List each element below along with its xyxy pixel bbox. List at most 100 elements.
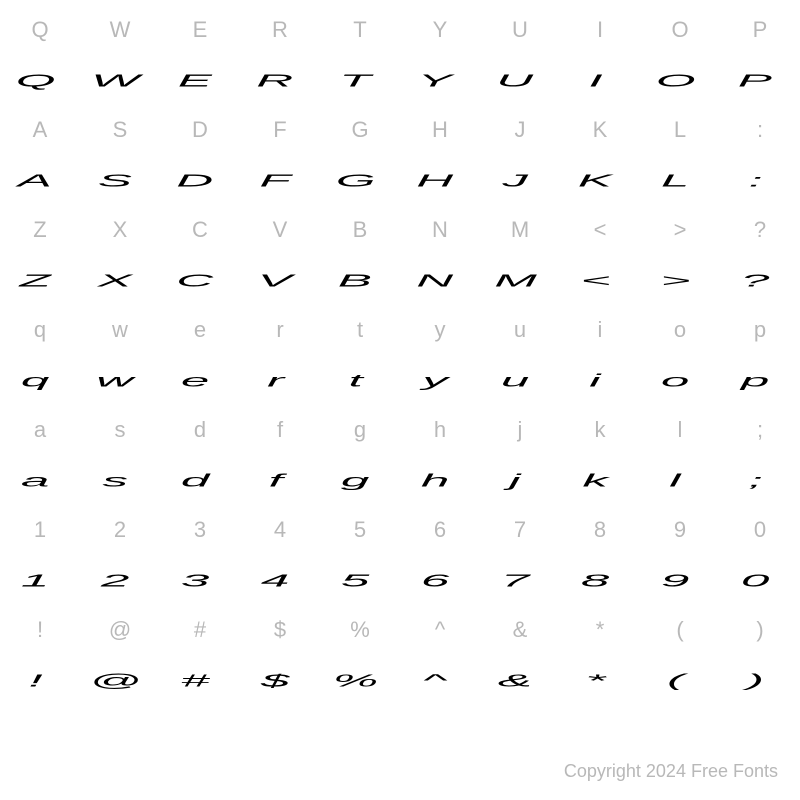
glyph-cell: E [160,62,240,99]
label-row: ZXCVBNM<>? [0,210,800,250]
glyph-char: O [655,70,704,90]
label-char: R [272,17,288,43]
label-cell: g [320,417,400,443]
glyph-cell: > [640,262,720,299]
label-cell: w [80,317,160,343]
glyph-char: H [417,170,464,190]
glyph-cell: p [720,362,800,399]
label-char: f [277,417,283,443]
glyph-cell: : [720,162,800,199]
glyph-char: E [178,70,222,90]
label-cell: o [640,317,720,343]
label-cell: d [160,417,240,443]
label-cell: 6 [400,517,480,543]
glyph-cell: H [400,162,480,199]
label-cell: $ [240,617,320,643]
label-cell: A [0,117,80,143]
glyph-cell: 1 [0,562,80,599]
label-cell: # [160,617,240,643]
glyph-cell: & [480,662,560,699]
label-cell: Y [400,17,480,43]
label-cell: ; [720,417,800,443]
label-char: 7 [514,517,526,543]
glyph-char: d [181,470,219,490]
label-cell: @ [80,617,160,643]
glyph-cell: r [240,362,320,399]
glyph-char: B [338,270,382,290]
label-char: M [511,217,529,243]
label-char: t [357,317,363,343]
glyph-cell: 3 [160,562,240,599]
glyph-char: 7 [501,570,539,590]
label-cell: ^ [400,617,480,643]
glyph-cell: L [640,162,720,199]
label-char: 2 [114,517,126,543]
glyph-cell: * [560,662,640,699]
label-cell: ( [640,617,720,643]
label-char: ( [676,617,683,643]
glyph-cell: D [160,162,240,199]
label-char: l [678,417,683,443]
glyph-char: M [494,270,546,290]
glyph-char: 8 [581,570,619,590]
label-char: y [435,317,446,343]
label-char: ^ [435,617,445,643]
label-cell: 4 [240,517,320,543]
glyph-char: U [497,70,544,90]
glyph-cell: a [0,462,80,499]
glyph-cell: F [240,162,320,199]
label-row: ASDFGHJKL: [0,110,800,150]
label-cell: 0 [720,517,800,543]
glyph-cell: N [400,262,480,299]
label-cell: M [480,217,560,243]
glyph-char: y [422,370,457,390]
glyph-cell: C [160,262,240,299]
glyph-cell: ^ [400,662,480,699]
label-char: h [434,417,446,443]
glyph-char: Y [418,70,462,90]
label-cell: Z [0,217,80,243]
glyph-cell: G [320,162,400,199]
glyph-char: F [260,170,301,190]
label-char: u [514,317,526,343]
glyph-char: j [510,470,531,490]
label-cell: W [80,17,160,43]
label-row: QWERTYUIOP [0,10,800,50]
glyph-char: t [348,370,372,390]
label-char: # [194,617,206,643]
label-cell: U [480,17,560,43]
glyph-cell: Q [0,62,80,99]
glyph-char: 3 [181,570,219,590]
glyph-char: : [748,170,772,190]
label-cell: % [320,617,400,643]
label-char: > [674,217,687,243]
label-cell: e [160,317,240,343]
glyph-cell: ! [0,662,80,699]
glyph-cell: 5 [320,562,400,599]
glyph-cell: i [560,362,640,399]
label-cell: J [480,117,560,143]
label-cell: ? [720,217,800,243]
glyph-row: ZXCVBNM<>? [0,250,800,310]
glyph-cell: s [80,462,160,499]
label-cell: F [240,117,320,143]
glyph-row: qwertyuiop [0,350,800,410]
glyph-cell: K [560,162,640,199]
glyph-char: A [18,170,62,190]
label-char: N [432,217,448,243]
label-row: 1234567890 [0,510,800,550]
label-cell: l [640,417,720,443]
label-char: j [518,417,523,443]
glyph-char: 9 [661,570,699,590]
label-cell: ) [720,617,800,643]
glyph-cell: t [320,362,400,399]
glyph-cell: J [480,162,560,199]
glyph-cell: Z [0,262,80,299]
glyph-cell: 0 [720,562,800,599]
label-char: J [515,117,526,143]
glyph-char: r [267,370,294,390]
label-char: ? [754,217,766,243]
glyph-cell: k [560,462,640,499]
label-char: Q [31,17,48,43]
label-char: H [432,117,448,143]
